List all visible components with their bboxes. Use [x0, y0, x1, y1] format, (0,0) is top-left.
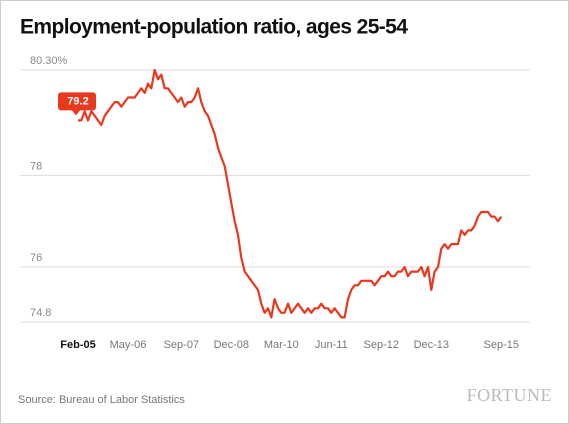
line-series: [78, 68, 503, 319]
x-tick-label: Sep-07: [164, 339, 199, 351]
x-tick-label: Jun-11: [315, 339, 348, 351]
x-tick-label: May-06: [110, 339, 147, 351]
y-tick-label: 76: [30, 252, 42, 264]
chart-title: Employment-population ratio, ages 25-54: [20, 16, 408, 39]
x-tick-label: Dec-13: [414, 339, 449, 351]
value-badge: [58, 92, 96, 116]
x-tick-label: Sep-12: [364, 339, 399, 351]
y-tick-label: 74.8: [30, 307, 51, 319]
x-tick-label: Sep-15: [484, 339, 519, 351]
value-label: 79.2: [67, 95, 88, 107]
brand-logo: FORTUNE: [467, 385, 552, 405]
x-tick-label: Dec-08: [214, 339, 249, 351]
x-tick-label: Mar-10: [264, 339, 299, 351]
y-tick-label: 78: [30, 160, 42, 172]
source: Source: Bureau of Labor Statistics: [18, 394, 185, 406]
x-tick-label: Feb-05: [60, 339, 95, 351]
y-tick-label: 80.30%: [30, 55, 68, 67]
